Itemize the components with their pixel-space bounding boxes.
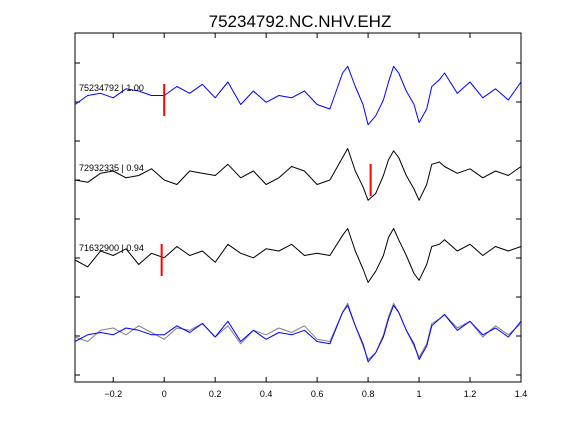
x-tick-group: −0.2 0 0.2 0.4 0.6 0.8 1 1.2 1.4 xyxy=(104,33,527,399)
x-tick-label: 0.8 xyxy=(362,389,375,399)
x-tick-label: 1.4 xyxy=(515,389,528,399)
x-tick-label: −0.2 xyxy=(104,389,122,399)
x-tick-label: 0.2 xyxy=(209,389,222,399)
trace-label-group: 75234792 | 1.00 72932335 | 0.94 71632900 |… xyxy=(79,83,144,253)
chart-title: 75234792.NC.NHV.EHZ xyxy=(209,12,392,31)
x-tick-label: 1 xyxy=(417,389,422,399)
trace-label-0: 75234792 | 1.00 xyxy=(79,83,144,93)
x-tick-label: 0 xyxy=(162,389,167,399)
trace-line-4 xyxy=(74,305,522,363)
x-tick-label: 0.6 xyxy=(311,389,324,399)
trace-line-2 xyxy=(74,228,522,283)
x-tick-label: 1.2 xyxy=(464,389,477,399)
y-tick-group xyxy=(75,62,521,376)
trace-group xyxy=(74,65,522,363)
pick-group xyxy=(160,84,372,276)
trace-line-1 xyxy=(74,148,522,201)
trace-line-0 xyxy=(74,65,522,126)
plot-frame xyxy=(74,32,522,383)
trace-label-2: 71632900 | 0.94 xyxy=(79,243,144,253)
trace-label-1: 72932335 | 0.94 xyxy=(79,163,144,173)
x-tick-label: 0.4 xyxy=(260,389,273,399)
